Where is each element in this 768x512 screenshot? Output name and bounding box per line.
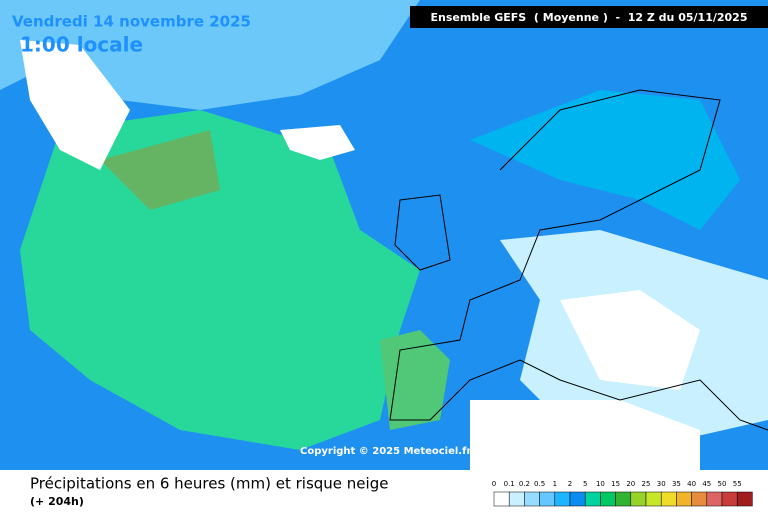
legend-swatch <box>493 491 510 507</box>
coastline <box>389 89 768 431</box>
greenland-land <box>20 40 130 170</box>
legend-label: 45 <box>702 480 711 488</box>
legend-swatch <box>508 491 525 507</box>
legend-label: 35 <box>672 480 681 488</box>
legend-label: 50 <box>718 480 727 488</box>
legend-label: 40 <box>687 480 696 488</box>
copyright: Copyright © 2025 Meteociel.fr <box>300 446 471 457</box>
legend-swatch <box>615 491 632 507</box>
legend-label: 2 <box>568 480 572 488</box>
legend-label: 0 <box>492 480 496 488</box>
legend-label: 25 <box>642 480 651 488</box>
legend-label: 55 <box>733 480 742 488</box>
legend-label: 30 <box>657 480 666 488</box>
legend-swatch <box>676 491 692 507</box>
legend-swatch <box>584 491 601 507</box>
balkans-dry <box>560 290 700 390</box>
legend-swatch <box>630 491 647 507</box>
legend-swatch <box>539 491 556 507</box>
iberia-rain <box>380 330 450 430</box>
legend-label: 0.5 <box>534 480 545 488</box>
legend-swatch <box>600 491 616 507</box>
atlantic-rain <box>20 110 420 450</box>
legend-label: 5 <box>583 480 587 488</box>
local-time: 1:00 locale <box>20 33 143 57</box>
legend-swatch <box>569 491 586 507</box>
africa-dry <box>470 400 700 470</box>
legend-swatch <box>736 491 753 507</box>
scandinavia-rain <box>470 90 740 230</box>
legend-swatch <box>721 491 738 507</box>
caption-subtitle: (+ 204h) <box>30 495 84 508</box>
legend-swatch <box>645 491 662 507</box>
legend-swatch <box>554 491 571 507</box>
legend: 0 0.1 0.2 0.5 1 2 5 10 15 20 25 30 35 40 45 50 55 <box>492 480 753 507</box>
british-isles-outline <box>394 194 451 271</box>
legend-label: 0.1 <box>504 480 515 488</box>
legend-swatch <box>691 491 708 507</box>
legend-label: 1 <box>553 480 557 488</box>
legend-label: 0.2 <box>519 480 530 488</box>
legend-swatch <box>524 491 540 507</box>
legend-label: 20 <box>626 480 635 488</box>
legend-label: 15 <box>611 480 620 488</box>
greenland-rain <box>100 130 220 210</box>
model-info: Ensemble GEFS ( Moyenne ) - 12 Z du 05/1… <box>431 11 748 24</box>
caption-title: Précipitations en 6 heures (mm) et risqu… <box>30 475 388 493</box>
model-banner <box>410 6 768 28</box>
forecast-date: Vendredi 14 novembre 2025 <box>12 13 251 31</box>
legend-swatch <box>706 491 723 507</box>
iceland-land <box>280 125 355 160</box>
legend-label: 10 <box>596 480 605 488</box>
map <box>0 0 768 470</box>
legend-swatch <box>660 491 677 507</box>
